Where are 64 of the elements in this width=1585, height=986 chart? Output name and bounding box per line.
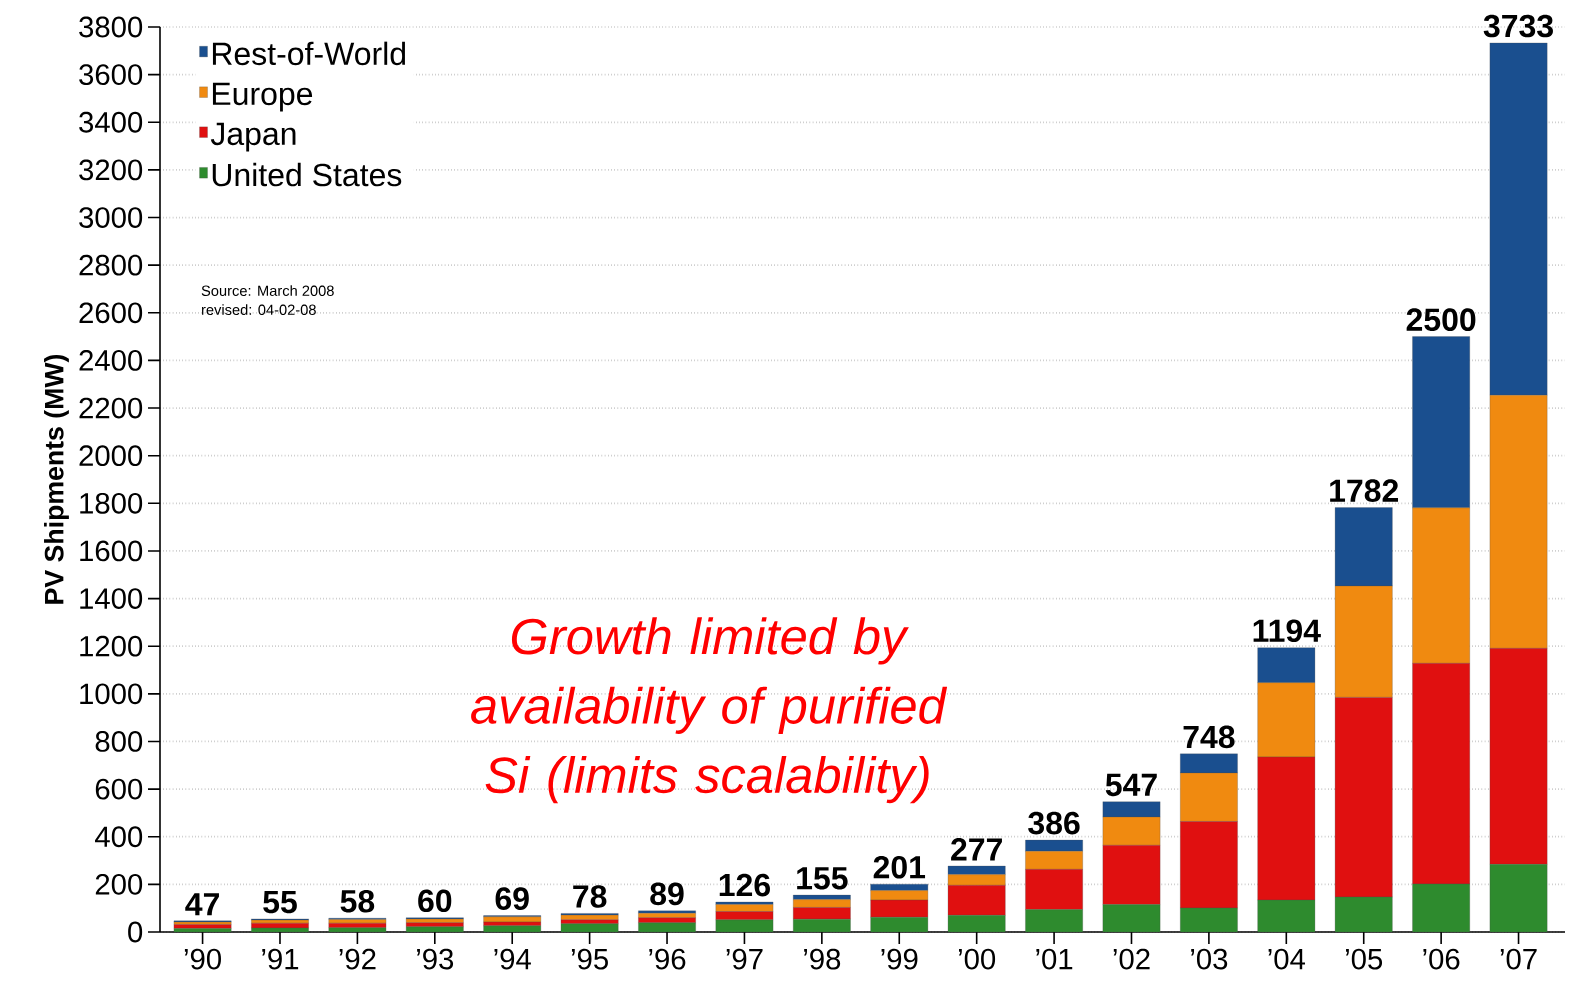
y-tick-label: 1200 [80, 635, 143, 657]
total-label: 547 [1105, 773, 1157, 797]
legend-label: Japan [210, 122, 296, 152]
x-tick-label: ’02 [1113, 948, 1150, 970]
y-tick-label: 1400 [80, 588, 143, 609]
x-tick-label: ’91 [262, 948, 299, 970]
y-tick-label: 2200 [79, 397, 143, 419]
y-tick-label: 3400 [79, 111, 143, 133]
legend-label: United States [212, 162, 402, 187]
y-tick-label: 1000 [80, 683, 143, 705]
x-tick-label: ’99 [881, 948, 918, 970]
total-label: 2500 [1406, 308, 1476, 331]
y-tick-label: 2000 [79, 445, 143, 467]
y-tick-label: 3200 [79, 159, 143, 181]
x-tick-label: ’07 [1500, 948, 1537, 970]
total-label: 58 [340, 889, 375, 913]
annotation: Source: March 2008 [201, 285, 334, 296]
y-tick-label: 400 [95, 826, 143, 848]
y-tick-label: 200 [95, 873, 143, 895]
total-label: 1782 [1330, 479, 1399, 502]
total-label: 126 [719, 873, 770, 897]
x-tick-label: ’97 [726, 948, 763, 970]
y-tick-label: 2800 [79, 254, 143, 276]
x-tick-label: ’96 [649, 948, 686, 970]
total-label: 69 [495, 887, 529, 910]
legend-label: Europe [212, 82, 313, 112]
x-tick-label: ’01 [1036, 948, 1073, 970]
y-tick-label: 2400 [79, 350, 143, 371]
total-label: 78 [573, 885, 607, 908]
x-tick-label: ’05 [1345, 948, 1383, 970]
x-tick-label: ’90 [184, 948, 221, 970]
total-label: 386 [1028, 811, 1080, 835]
y-tick-label: 1600 [80, 540, 143, 562]
x-tick-label: ’98 [804, 948, 841, 970]
total-label: 89 [650, 882, 684, 906]
y-tick-label: 2600 [79, 302, 143, 324]
legend-label: Rest-of-World [212, 41, 406, 66]
total-label: 201 [873, 855, 926, 879]
total-label: 1194 [1253, 619, 1321, 643]
y-tick-label: 0 [128, 921, 143, 943]
y-axis-title: PV Shipments (MW) [44, 354, 69, 604]
x-tick-label: ’93 [417, 948, 454, 970]
total-label: 47 [185, 893, 219, 916]
y-tick-label: 800 [95, 731, 143, 752]
total-label: 155 [797, 867, 848, 890]
annotation: revised: 04-02-08 [202, 304, 316, 315]
x-tick-label: ’03 [1191, 948, 1228, 970]
x-tick-label: ’00 [958, 948, 996, 970]
y-tick-label: 600 [95, 778, 143, 800]
y-tick-label: 1800 [80, 492, 143, 514]
total-label: 60 [418, 889, 452, 913]
annotation: Growth limited by availability of purified Si (limits scalability) [471, 617, 948, 804]
y-tick-label: 3000 [79, 207, 143, 228]
y-tick-label: 3600 [79, 64, 143, 86]
total-label: 3733 [1483, 14, 1553, 38]
x-tick-label: ’06 [1423, 948, 1460, 970]
total-label: 277 [951, 838, 1002, 861]
x-tick-label: ’95 [571, 948, 608, 970]
x-tick-label: ’04 [1268, 948, 1306, 970]
x-tick-label: ’94 [494, 948, 531, 970]
x-tick-label: ’92 [339, 948, 376, 970]
y-tick-label: 3800 [79, 16, 143, 38]
total-label: 748 [1183, 725, 1235, 749]
total-label: 55 [263, 890, 297, 914]
